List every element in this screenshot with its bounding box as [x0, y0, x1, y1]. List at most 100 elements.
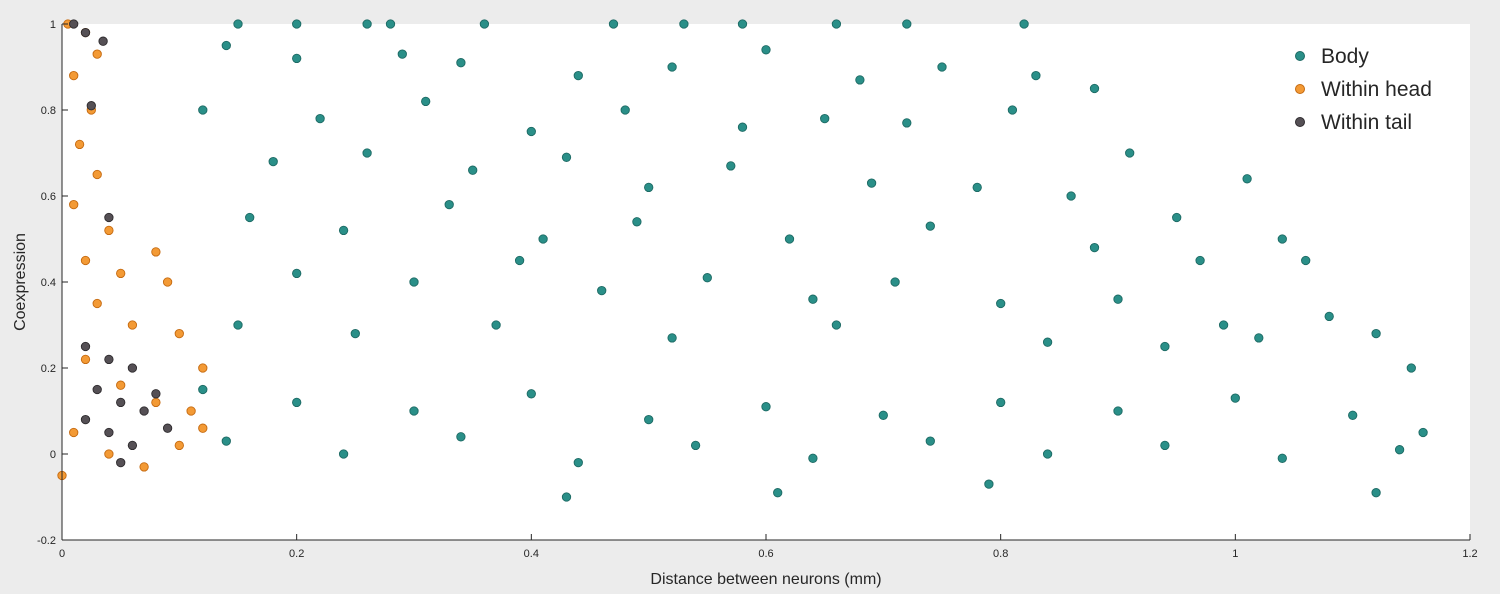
data-point [690, 440, 701, 451]
data-point [139, 406, 149, 416]
data-point [92, 169, 102, 180]
data-point [104, 225, 114, 236]
data-point [385, 19, 396, 29]
data-point [667, 62, 677, 72]
data-point [561, 492, 572, 502]
data-point [1160, 341, 1170, 352]
data-point [1324, 311, 1334, 322]
data-point [162, 277, 173, 287]
data-point [245, 212, 255, 223]
data-point [773, 488, 783, 498]
axes [61, 23, 1471, 541]
data-point [620, 105, 630, 115]
data-point [127, 440, 138, 451]
data-point [186, 406, 196, 416]
data-point [1371, 328, 1381, 339]
data-point [1066, 191, 1076, 201]
data-point [608, 19, 619, 29]
data-point [526, 389, 536, 399]
y-axis-title: Coexpression [12, 233, 29, 331]
x-tick-label: 1.2 [1462, 548, 1477, 560]
data-point [726, 161, 736, 171]
data-point [632, 217, 642, 227]
data-point [808, 294, 818, 304]
data-point [292, 268, 302, 279]
legend-label: Within tail [1321, 111, 1412, 134]
data-point [104, 427, 114, 438]
data-point [1406, 363, 1416, 373]
x-tick-label: 0.6 [758, 548, 773, 560]
data-point [831, 19, 842, 29]
y-tick-label: 0.8 [41, 105, 56, 117]
data-point [984, 479, 994, 489]
data-point [409, 406, 419, 416]
data-point [1301, 255, 1311, 266]
y-tick-label: 0 [50, 449, 56, 461]
data-point [198, 423, 208, 433]
data-point [80, 354, 91, 365]
data-point [737, 19, 748, 29]
legend-marker [1295, 51, 1305, 61]
data-point [456, 432, 466, 442]
x-axis-title: Distance between neurons (mm) [650, 571, 881, 588]
data-point [996, 298, 1006, 309]
data-point [116, 380, 126, 390]
legend-label: Body [1321, 45, 1369, 68]
legend: Body Within head Within tail [1295, 45, 1432, 134]
data-point [1230, 393, 1240, 403]
data-point [573, 457, 583, 468]
data-point [702, 273, 712, 283]
data-point [808, 453, 818, 463]
data-point [409, 277, 419, 287]
data-point [1277, 234, 1287, 244]
data-point [925, 221, 935, 231]
data-point [80, 255, 91, 266]
data-point [292, 53, 302, 64]
data-point [468, 165, 478, 175]
data-point [116, 457, 126, 468]
data-point [855, 75, 865, 85]
data-point [397, 49, 407, 59]
data-point [421, 96, 431, 107]
data-point [996, 397, 1006, 408]
data-points [57, 19, 1428, 502]
data-point [338, 449, 349, 459]
data-point [1195, 255, 1205, 266]
data-point [538, 234, 548, 244]
data-point [573, 70, 583, 81]
data-point [116, 397, 126, 408]
data-point [268, 156, 278, 167]
data-point [80, 341, 91, 352]
data-point [479, 19, 490, 29]
data-point [69, 427, 79, 438]
data-point [174, 440, 184, 451]
data-point [74, 139, 85, 150]
y-tick-label: -0.2 [37, 535, 56, 547]
data-point [69, 19, 79, 29]
y-tick-label: 0.6 [41, 191, 56, 203]
data-point [644, 414, 654, 425]
data-point [1113, 406, 1123, 416]
data-point [80, 27, 91, 38]
data-point [644, 182, 654, 193]
data-point [1089, 242, 1100, 253]
data-point [198, 105, 208, 115]
data-point [866, 178, 877, 188]
data-point [784, 234, 795, 244]
data-point [1042, 337, 1053, 347]
data-point [1089, 83, 1100, 94]
legend-item: Within tail [1295, 111, 1412, 134]
data-point [890, 277, 900, 287]
y-tick-label: 1 [50, 19, 56, 31]
tick-labels: 0 0.2 0.4 0.6 0.8 1 1.2-0.200.20.40.60.81 [37, 19, 1478, 560]
legend-marker [1295, 84, 1305, 94]
data-point [514, 255, 525, 266]
data-point [221, 40, 231, 51]
data-point [198, 363, 208, 373]
data-point [116, 268, 126, 279]
data-point [1042, 449, 1053, 459]
data-point [1418, 427, 1428, 438]
data-point [92, 298, 102, 309]
data-point [456, 58, 466, 68]
